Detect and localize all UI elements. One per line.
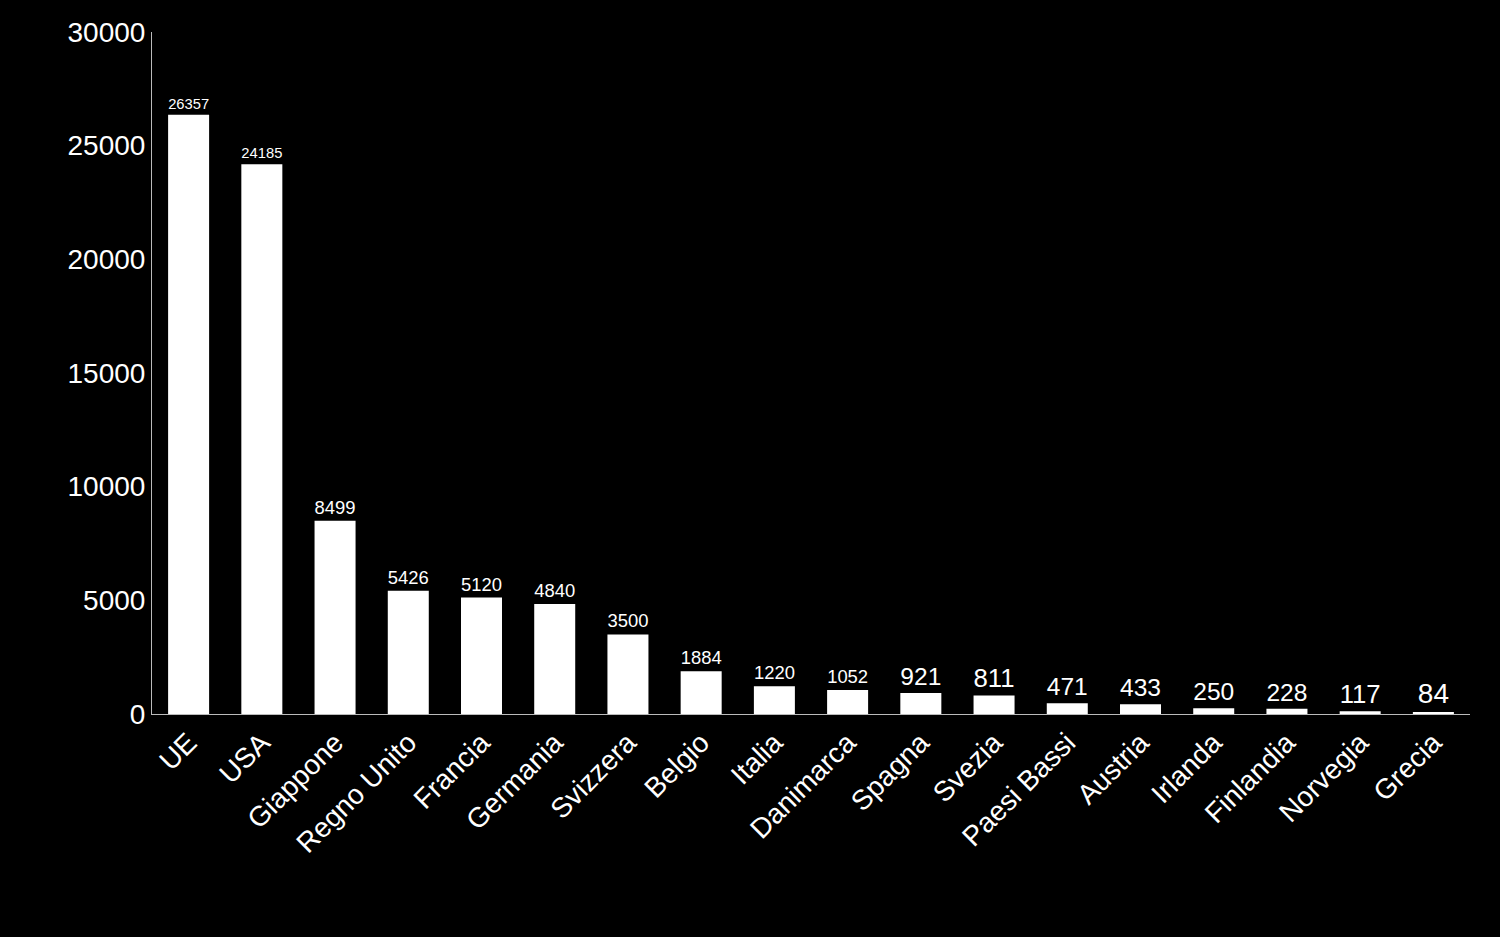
svg-text:Norvegia: Norvegia xyxy=(1273,727,1374,828)
svg-text:228: 228 xyxy=(1266,679,1307,706)
svg-text:Svizzera: Svizzera xyxy=(544,727,642,825)
svg-text:Svezia: Svezia xyxy=(927,727,1009,809)
svg-text:84: 84 xyxy=(1418,678,1449,709)
svg-text:5000: 5000 xyxy=(83,585,145,616)
svg-text:20000: 20000 xyxy=(68,244,146,275)
svg-text:15000: 15000 xyxy=(68,358,146,389)
svg-text:Belgio: Belgio xyxy=(638,727,715,804)
svg-text:Irlanda: Irlanda xyxy=(1145,727,1228,810)
svg-text:0: 0 xyxy=(130,699,146,730)
svg-text:25000: 25000 xyxy=(68,130,146,161)
svg-text:Germania: Germania xyxy=(460,727,569,836)
svg-text:Francia: Francia xyxy=(408,727,496,815)
svg-text:Danimarca: Danimarca xyxy=(744,727,862,845)
svg-text:8499: 8499 xyxy=(315,497,356,518)
svg-text:1052: 1052 xyxy=(827,666,868,687)
svg-text:3500: 3500 xyxy=(607,610,648,631)
svg-text:UE: UE xyxy=(153,727,202,776)
svg-text:5426: 5426 xyxy=(388,567,429,588)
svg-text:811: 811 xyxy=(974,664,1015,692)
svg-text:1884: 1884 xyxy=(681,647,722,668)
svg-text:5120: 5120 xyxy=(461,574,502,595)
svg-text:USA: USA xyxy=(213,727,276,790)
svg-text:Finlandia: Finlandia xyxy=(1199,727,1302,830)
svg-text:30000: 30000 xyxy=(68,17,146,48)
svg-text:433: 433 xyxy=(1120,674,1161,701)
svg-text:Austria: Austria xyxy=(1071,727,1155,811)
svg-text:Giappone: Giappone xyxy=(241,727,349,835)
svg-text:1220: 1220 xyxy=(754,662,795,683)
svg-text:471: 471 xyxy=(1047,673,1088,700)
svg-text:24185: 24185 xyxy=(241,145,282,161)
svg-text:10000: 10000 xyxy=(68,471,146,502)
svg-text:Paesi Bassi: Paesi Bassi xyxy=(956,727,1081,852)
svg-text:921: 921 xyxy=(900,663,941,690)
svg-text:250: 250 xyxy=(1193,678,1234,705)
svg-text:Grecia: Grecia xyxy=(1367,727,1448,808)
svg-text:Regno Unito: Regno Unito xyxy=(290,727,422,859)
svg-text:117: 117 xyxy=(1340,680,1381,708)
svg-text:Italia: Italia xyxy=(725,727,789,791)
svg-text:4840: 4840 xyxy=(534,580,575,601)
svg-text:26357: 26357 xyxy=(168,96,209,112)
svg-text:Spagna: Spagna xyxy=(845,727,935,817)
